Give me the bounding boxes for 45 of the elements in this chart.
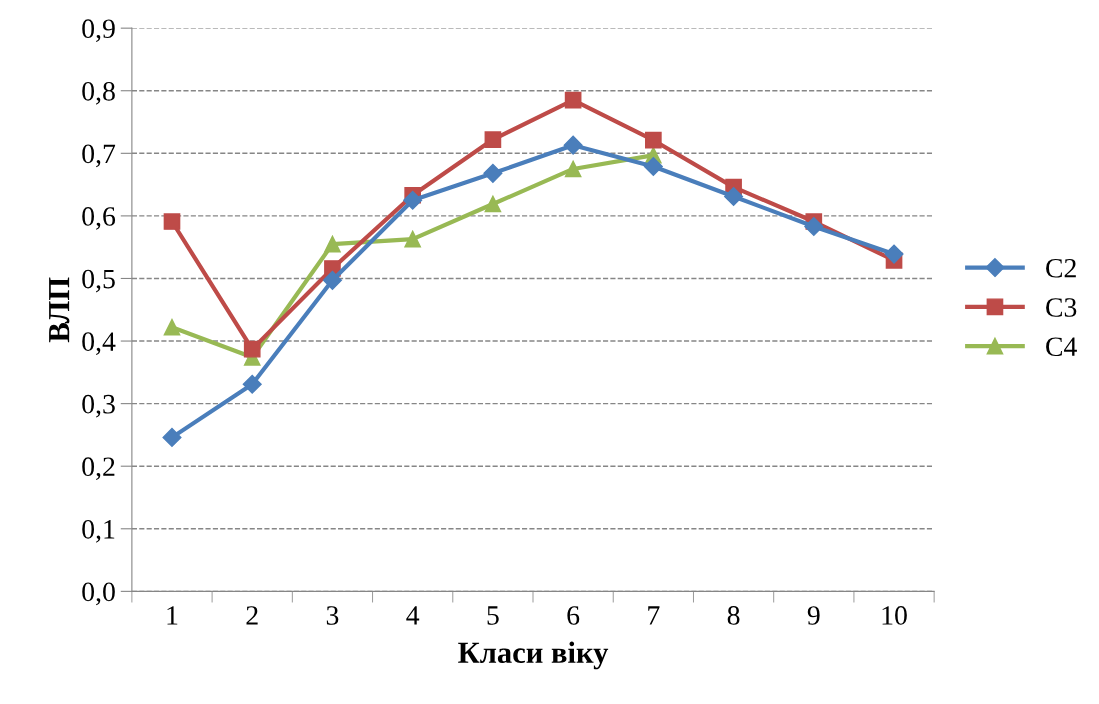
y-tick-label: 0,6 <box>82 207 116 230</box>
y-tick-label: 0,3 <box>82 394 115 418</box>
y-tick-label: 0,9 <box>82 19 115 43</box>
point <box>804 216 824 237</box>
point <box>483 163 503 183</box>
point <box>324 235 341 253</box>
point <box>564 160 582 178</box>
point <box>884 244 904 264</box>
legend-label: С2 <box>1046 258 1076 278</box>
point <box>163 318 181 336</box>
y-tick-label: 0,8 <box>82 81 115 105</box>
point <box>322 270 342 290</box>
x-tick-label: 2 <box>246 606 258 625</box>
x-tick-label: 10 <box>882 606 907 625</box>
x-tick-label: 6 <box>567 606 580 625</box>
point <box>563 135 583 155</box>
y-tick-label: 0,4 <box>82 332 116 355</box>
legend-label: С3 <box>1046 298 1077 317</box>
x-tick-label: 3 <box>326 606 339 625</box>
point <box>564 91 582 109</box>
y-tick-label: 0,2 <box>82 457 115 481</box>
x-tick-label: 7 <box>648 606 660 625</box>
point <box>484 195 502 213</box>
legend-label: С4 <box>1046 337 1077 357</box>
y-tick-label: 0,0 <box>82 582 115 606</box>
point <box>643 156 663 176</box>
point <box>484 131 502 148</box>
point <box>724 186 744 207</box>
x-tick-label: 5 <box>487 606 499 625</box>
y-tick-label: 0,7 <box>82 144 116 168</box>
x-axis-title: Класи віку <box>458 641 609 670</box>
point <box>163 213 181 230</box>
point <box>243 340 261 358</box>
point <box>403 190 423 210</box>
x-tick-label: 9 <box>807 606 820 625</box>
y-axis-title: ВЛП <box>49 277 70 343</box>
point <box>162 427 182 447</box>
x-tick-label: 8 <box>727 606 740 625</box>
y-tick-label: 0,1 <box>82 519 115 543</box>
y-tick-label: 0,5 <box>82 269 115 293</box>
x-tick-label: 1 <box>167 606 178 625</box>
x-tick-label: 4 <box>406 606 420 625</box>
point <box>404 230 422 248</box>
point <box>645 131 662 149</box>
point <box>242 374 262 394</box>
